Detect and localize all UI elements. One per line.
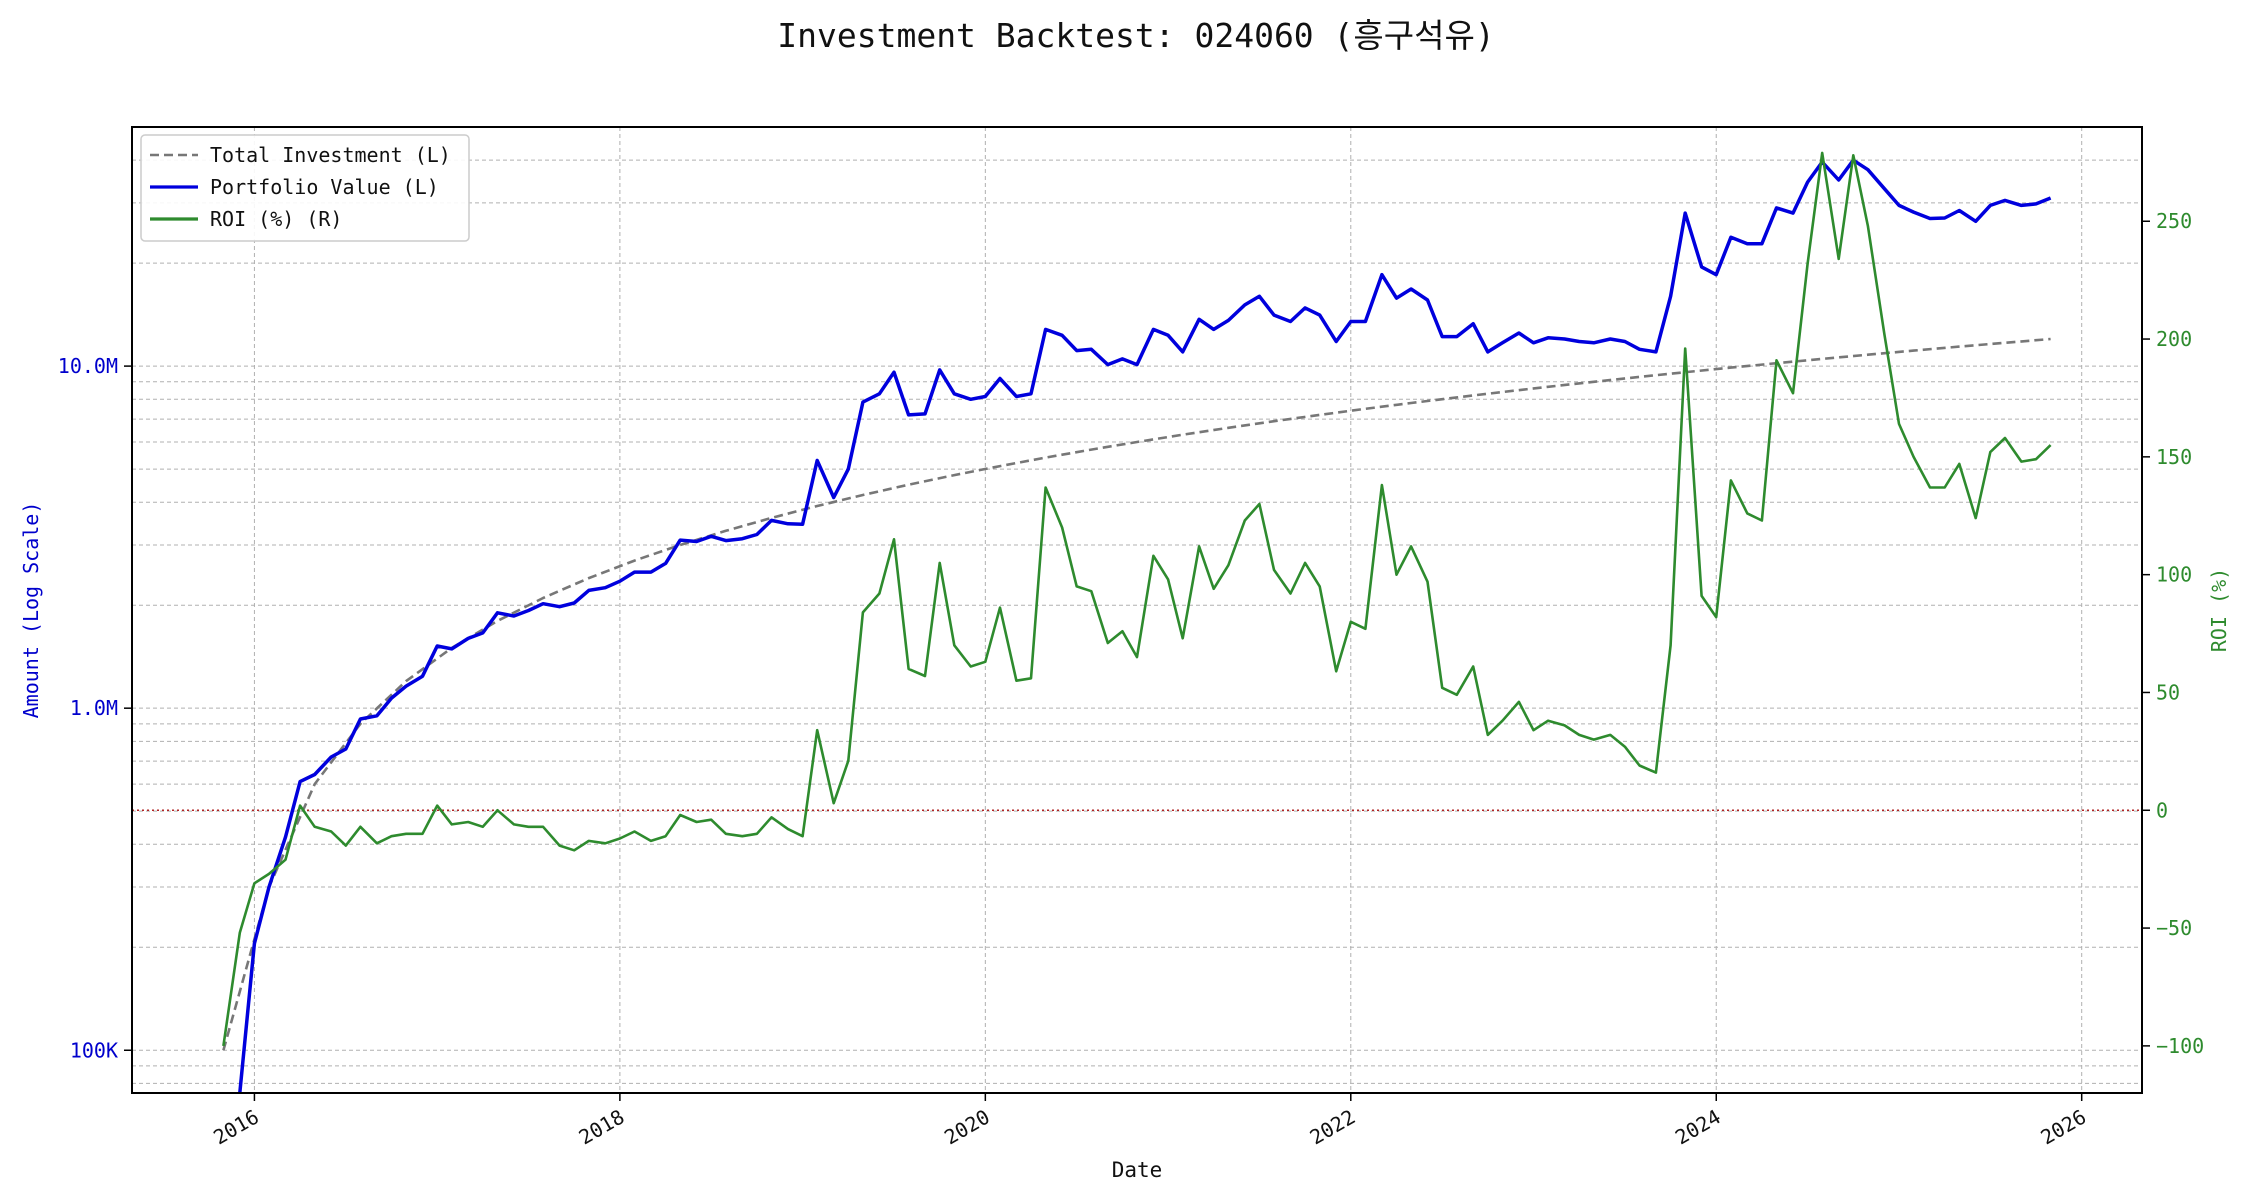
y-right-tick-label: 200	[2156, 327, 2192, 351]
x-tick-label: 2016	[209, 1105, 263, 1150]
y-right-tick-label: 250	[2156, 209, 2192, 233]
y-right-tick-label: −50	[2156, 916, 2192, 940]
y-axis-right-label: ROI (%)	[2207, 568, 2231, 652]
y-right-tick-label: 150	[2156, 445, 2192, 469]
x-tick-label: 2018	[575, 1105, 629, 1150]
y-right-tick-label: 50	[2156, 680, 2180, 704]
chart-title: Investment Backtest: 024060 (흥구석유)	[777, 16, 1494, 55]
series-line-0	[222, 337, 2051, 1051]
y-right-tick-label: 0	[2156, 798, 2168, 822]
series-lines	[222, 151, 2052, 1094]
y-left-tick-label: 100K	[70, 1038, 118, 1062]
y-axis-left: 100K 1.0M 10.0M	[58, 354, 132, 1062]
grid	[132, 126, 2142, 1093]
x-axis: 2016 2018 2020 2022 2024 2026	[209, 1093, 2090, 1149]
series-line-2	[222, 151, 2052, 1047]
x-tick-label: 2020	[940, 1105, 994, 1150]
y-axis-left-label: Amount (Log Scale)	[19, 502, 43, 719]
x-tick-label: 2024	[1671, 1105, 1725, 1150]
x-tick-label: 2026	[2036, 1105, 2090, 1150]
y-left-tick-label: 1.0M	[70, 696, 118, 720]
legend-box	[140, 134, 470, 242]
plot-frame	[131, 126, 2143, 1094]
legend-label-1: Portfolio Value (L)	[210, 175, 439, 199]
legend-label-2: ROI (%) (R)	[210, 207, 342, 231]
y-right-tick-label: −100	[2156, 1034, 2204, 1058]
y-left-tick-label: 10.0M	[58, 354, 118, 378]
x-tick-label: 2022	[1306, 1105, 1360, 1150]
y-axis-right: −100 −50 0 50 100 150 200 250	[2142, 209, 2204, 1058]
x-axis-label: Date	[1112, 1158, 1163, 1182]
series-line-1	[238, 158, 2052, 1094]
legend-label-0: Total Investment (L)	[210, 143, 451, 167]
legend: Total Investment (L) Portfolio Value (L) R…	[140, 134, 470, 242]
y-right-tick-label: 100	[2156, 563, 2192, 587]
